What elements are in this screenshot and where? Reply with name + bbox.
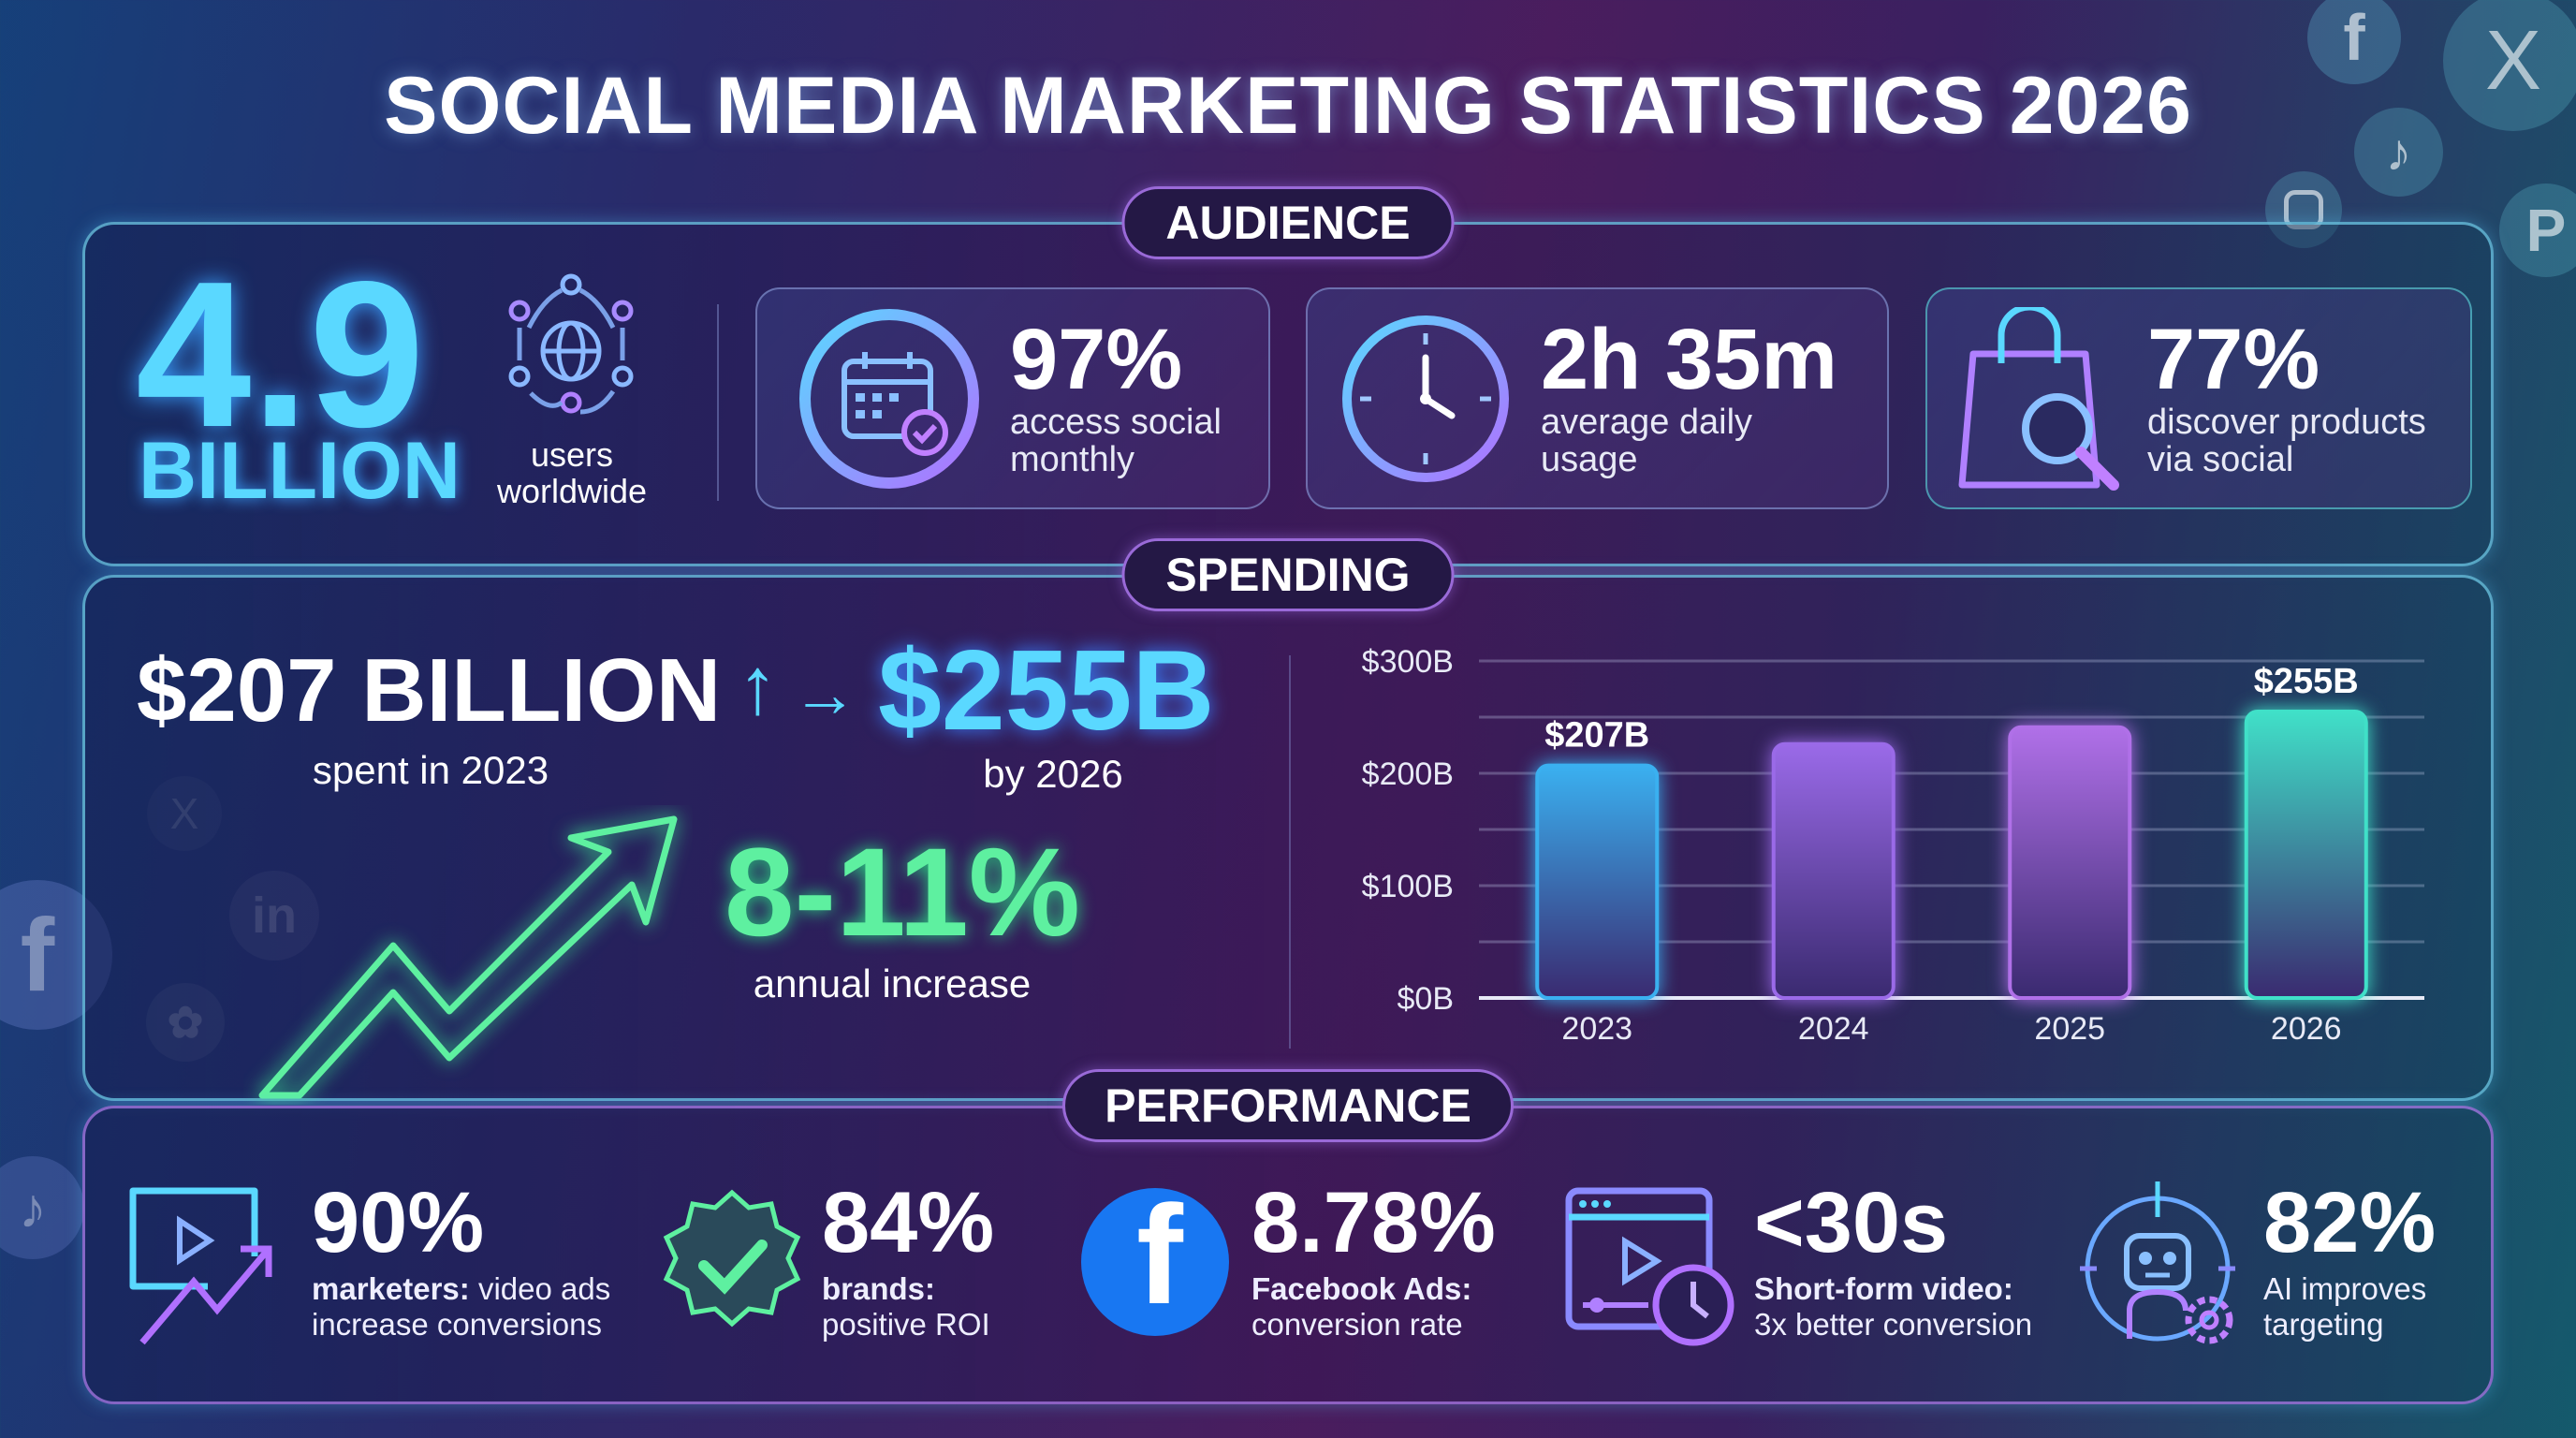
facebook-ads-desc-2: conversion rate — [1251, 1307, 1463, 1342]
video-ads-desc-2: increase conversions — [312, 1307, 602, 1342]
performance-panel — [82, 1106, 2494, 1404]
data-label: $207B — [1544, 716, 1649, 756]
users-desc-2: worldwide — [496, 472, 648, 510]
video-timer-icon — [1565, 1187, 1734, 1346]
product-discovery-value: 77% — [2147, 312, 2320, 407]
tiktok-icon: ♪ — [0, 1156, 84, 1259]
video-ads-desc-rest: video ads — [469, 1271, 611, 1306]
ai-targeting-desc-1: AI improves — [2263, 1271, 2427, 1306]
users-value: 4.9 — [136, 239, 425, 471]
monthly-access-desc-1: access social — [1010, 403, 1222, 442]
video-growth-icon — [129, 1187, 272, 1345]
data-label: $255B — [2254, 662, 2359, 701]
global-network-icon — [508, 273, 634, 415]
divider — [1289, 655, 1291, 1049]
spend-2023-label: spent in 2023 — [312, 748, 549, 792]
stat-card-product-discovery — [1925, 287, 2472, 509]
bar-2026 — [2244, 710, 2368, 1000]
x-icon: X — [2443, 0, 2576, 131]
spend-2026-value: $255B — [878, 626, 1215, 754]
bar-2025 — [2008, 725, 2132, 1001]
y-tick-label: $200B — [1362, 756, 1454, 792]
video-ads-value: 90% — [312, 1175, 485, 1270]
daily-usage-value: 2h 35m — [1541, 312, 1838, 407]
ai-targeting-desc-2: targeting — [2263, 1307, 2384, 1342]
calendar-check-icon — [799, 309, 979, 489]
short-form-desc-1: Short-form video: — [1754, 1271, 2013, 1306]
growth-arrow-icon — [258, 815, 678, 1099]
growth-value: 8-11% — [724, 823, 1080, 962]
up-arrow-icon: ↑ — [738, 641, 778, 731]
positive-roi-desc-2: positive ROI — [822, 1307, 990, 1342]
users-unit: BILLION — [139, 426, 461, 516]
page-title: SOCIAL MEDIA MARKETING STATISTICS 2026 — [384, 61, 2192, 151]
facebook-ads-value: 8.78% — [1251, 1175, 1496, 1270]
growth-label: annual increase — [753, 961, 1032, 1005]
spend-2023-value: $207 BILLION — [137, 640, 722, 741]
facebook-ads-desc-1: Facebook Ads: — [1251, 1271, 1472, 1306]
users-desc-1: users — [530, 435, 614, 474]
verified-badge-icon — [663, 1189, 801, 1328]
product-discovery-desc-2: via social — [2147, 440, 2294, 479]
facebook-icon: f — [2307, 0, 2401, 84]
spend-2026-label: by 2026 — [983, 752, 1123, 796]
bar-2024 — [1771, 741, 1895, 1001]
positive-roi-desc-1: brands: — [822, 1271, 936, 1306]
spending-badge: SPENDING — [1121, 538, 1455, 611]
daily-usage-desc-1: average daily — [1541, 403, 1753, 442]
divider — [717, 304, 719, 501]
bar-2023 — [1535, 763, 1660, 1000]
right-arrow-icon: → — [792, 657, 857, 730]
ai-targeting-value: 82% — [2263, 1175, 2437, 1270]
daily-usage-desc-2: usage — [1541, 440, 1638, 479]
x-tick-label: 2026 — [2271, 1011, 2342, 1047]
x-tick-label: 2025 — [2034, 1011, 2105, 1047]
short-form-value: <30s — [1754, 1175, 1949, 1270]
y-tick-label: $300B — [1362, 644, 1454, 680]
y-tick-label: $0B — [1398, 981, 1455, 1017]
product-discovery-desc-1: discover products — [2147, 403, 2426, 442]
audience-badge: AUDIENCE — [1121, 186, 1455, 259]
video-ads-desc-bold: marketers: — [312, 1271, 470, 1306]
short-form-desc-2: 3x better conversion — [1754, 1307, 2033, 1342]
facebook-icon: f — [1081, 1188, 1229, 1336]
x-tick-label: 2024 — [1798, 1011, 1869, 1047]
clock-icon — [1342, 315, 1509, 482]
video-ads-desc-1: marketers: video ads — [312, 1271, 610, 1307]
tiktok-icon: ♪ — [2354, 108, 2443, 197]
positive-roi-value: 84% — [822, 1175, 995, 1270]
y-tick-label: $100B — [1362, 869, 1454, 904]
monthly-access-value: 97% — [1010, 312, 1183, 407]
monthly-access-desc-2: monthly — [1010, 440, 1135, 479]
spending-bar-chart: $0B $100B $200B $300B 2023 $207B 2024 2025 2026 $… — [1362, 644, 2424, 1047]
x-tick-label: 2023 — [1561, 1011, 1632, 1047]
shopping-bag-search-icon — [1958, 307, 2119, 491]
ai-robot-icon — [2080, 1181, 2235, 1344]
performance-badge: PERFORMANCE — [1062, 1069, 1514, 1142]
pinterest-icon: P — [2499, 183, 2576, 277]
